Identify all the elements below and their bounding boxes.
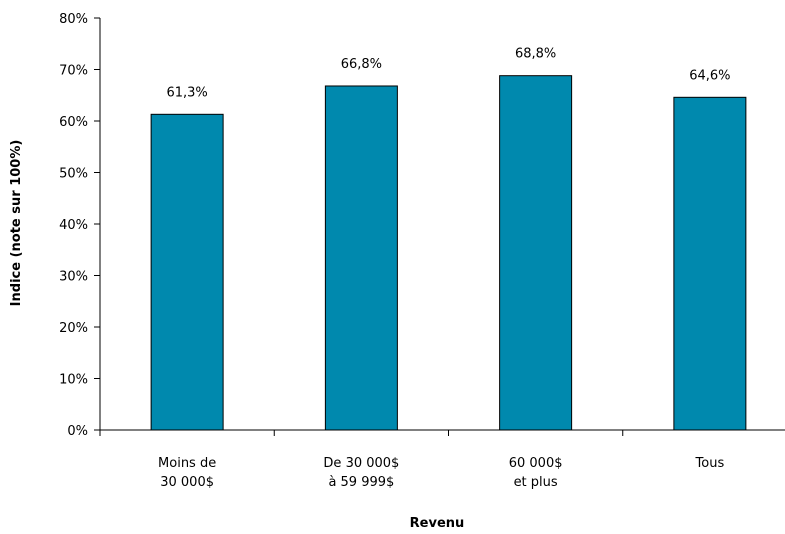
x-tick-label: 60 000$ et plus [509, 456, 563, 490]
y-axis-title: Indice (note sur 100%) [9, 140, 24, 307]
y-tick-label: 40% [59, 218, 88, 233]
data-labels: 61,3% 66,8% 68,8% 64,6% [166, 47, 730, 101]
x-tick-label: Moins de 30 000$ [158, 456, 216, 490]
y-tick-label: 80% [59, 12, 88, 27]
data-label: 64,6% [689, 68, 730, 83]
x-tick-label: Tous [695, 456, 725, 471]
y-tick-label: 0% [67, 424, 88, 439]
bar [673, 96, 747, 431]
x-tick-label: De 30 000$ à 59 999$ [323, 456, 399, 490]
y-axis: 0% 10% 20% 30% 40% 50% 60% 70% 80% [59, 12, 101, 439]
x-axis-title: Revenu [410, 516, 465, 531]
y-tick-label: 70% [59, 64, 88, 79]
data-label: 61,3% [166, 85, 207, 100]
data-label: 68,8% [515, 47, 556, 62]
data-label: 66,8% [341, 57, 382, 72]
bar [499, 75, 573, 431]
y-tick-label: 60% [59, 115, 88, 130]
bar [150, 113, 224, 431]
y-tick-label: 30% [59, 270, 88, 285]
bar [324, 85, 398, 431]
y-tick-label: 20% [59, 321, 88, 336]
y-tick-label: 10% [59, 373, 88, 388]
y-tick-label: 50% [59, 167, 88, 182]
bars [150, 75, 747, 431]
x-axis: Moins de 30 000$ De 30 000$ à 59 999$ 60 000… [99, 429, 785, 490]
